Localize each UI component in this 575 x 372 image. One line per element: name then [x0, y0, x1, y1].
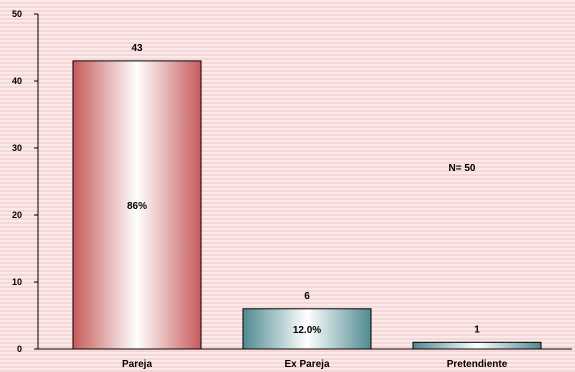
bar-percent-label: 12.0% — [293, 325, 321, 336]
y-tick-label: 20 — [12, 210, 22, 220]
bar-value-label: 6 — [304, 291, 310, 302]
bar-pretendiente — [412, 341, 542, 350]
bar-ex-pareja — [242, 308, 372, 350]
x-category-label: Pareja — [122, 359, 152, 370]
bars — [72, 60, 542, 350]
x-category-label: Ex Pareja — [284, 359, 329, 370]
bar-labels: 43 86% Pareja 6 12.0% Ex Pareja 1 Pretendiente — [122, 43, 508, 370]
y-tick-label: 0 — [17, 344, 22, 354]
y-axis-ticks: 0 10 20 30 40 50 — [12, 9, 38, 354]
bar-value-label: 1 — [474, 324, 480, 335]
y-tick-label: 50 — [12, 9, 22, 19]
bar-pareja — [72, 60, 202, 350]
bar-value-label: 43 — [131, 43, 143, 54]
x-category-label: Pretendiente — [447, 359, 508, 370]
y-tick-label: 30 — [12, 143, 22, 153]
y-tick-label: 10 — [12, 277, 22, 287]
bar-percent-label: 86% — [127, 201, 147, 212]
sample-size-annotation: N= 50 — [449, 163, 476, 174]
y-tick-label: 40 — [12, 76, 22, 86]
